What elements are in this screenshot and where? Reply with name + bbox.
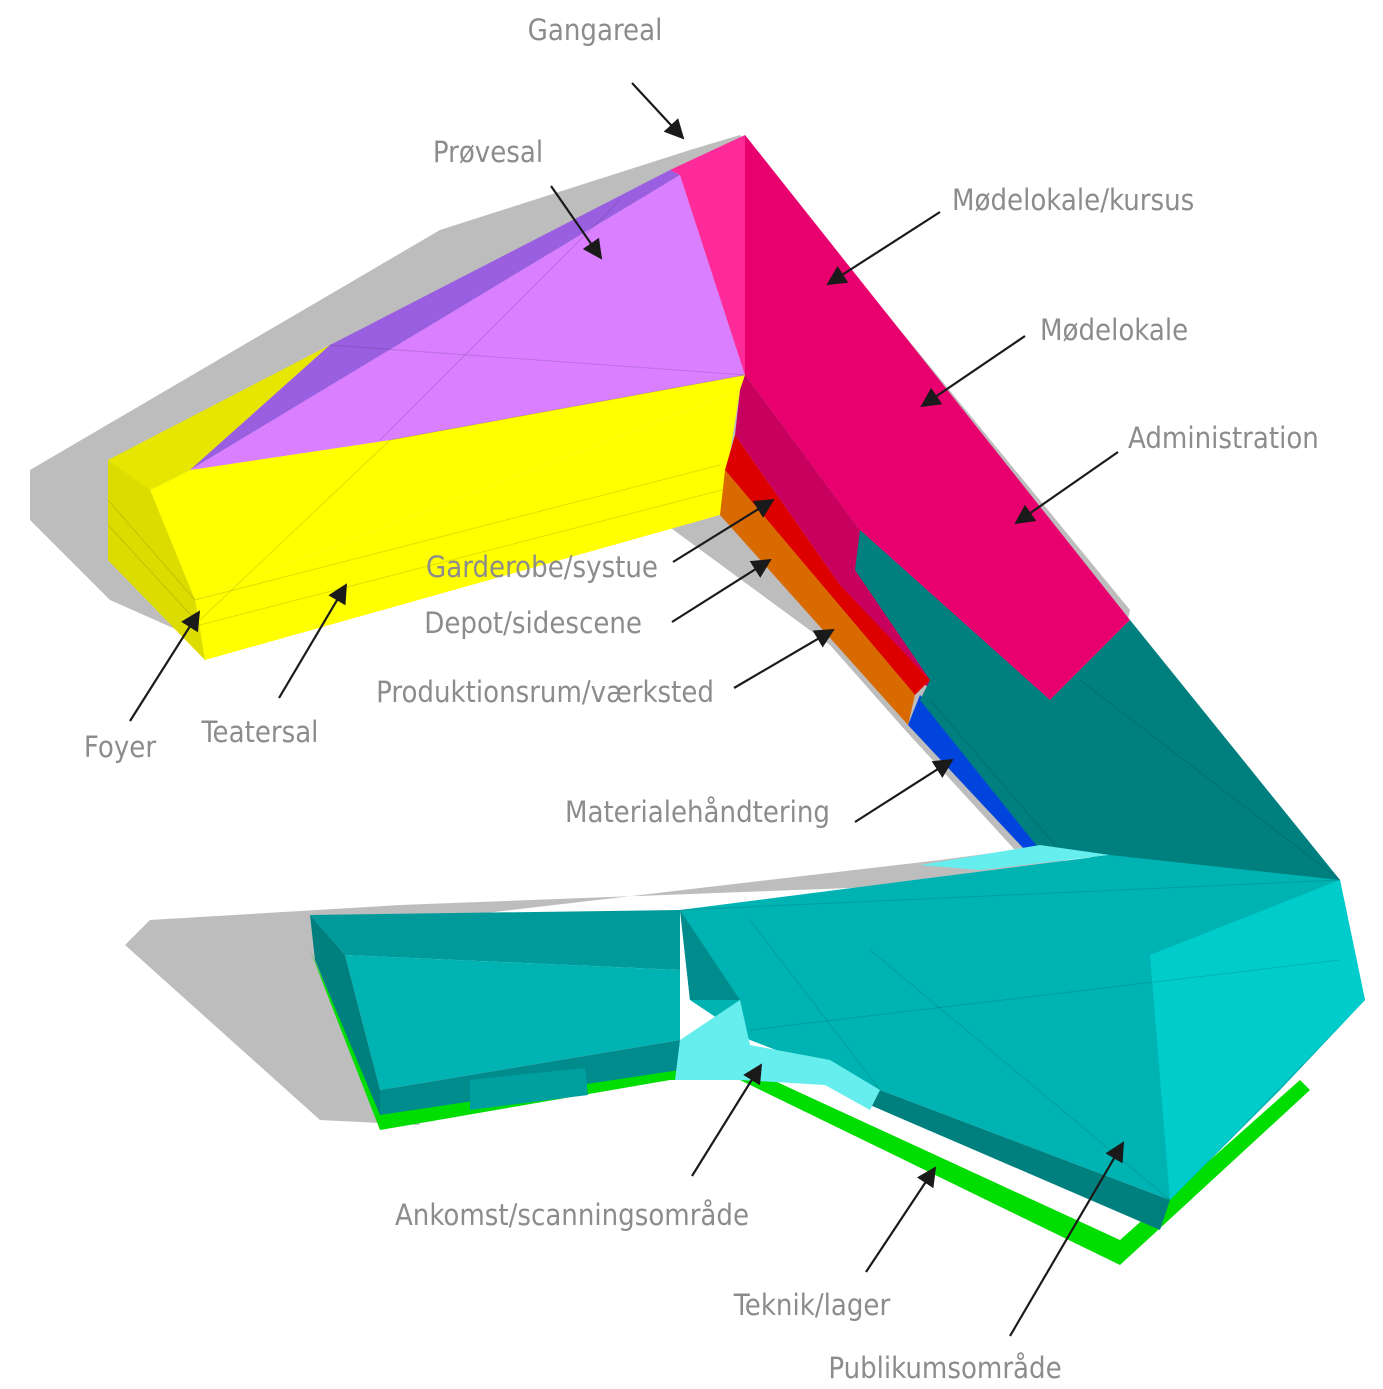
label-materiale: Materialehåndtering	[565, 795, 830, 829]
arrow-administration	[1014, 451, 1119, 525]
label-foyer: Foyer	[84, 730, 156, 764]
label-produktion: Produktionsrum/værksted	[376, 675, 714, 709]
arrow-depot	[671, 558, 772, 623]
materialehandtering-volume	[908, 695, 1040, 850]
label-gangareal: Gangareal	[528, 13, 663, 47]
label-modelokale: Mødelokale	[1040, 313, 1188, 347]
administration-volume	[855, 530, 1340, 955]
arrow-gangareal	[631, 82, 685, 140]
arrow-teknik	[865, 1166, 937, 1273]
arrow-garderobe	[672, 498, 775, 563]
label-depot: Depot/sidescene	[424, 606, 642, 640]
label-modelokale-kursus: Mødelokale/kursus	[952, 183, 1194, 217]
depot-volume	[720, 470, 915, 725]
ankomst-strip	[920, 845, 1110, 870]
arrow-foyer	[129, 610, 201, 722]
arrow-teatersal	[278, 583, 348, 699]
garderobe-volume	[725, 435, 930, 695]
label-provesal: Prøvesal	[433, 135, 543, 169]
label-teknik: Teknik/lager	[733, 1288, 891, 1322]
provesal-side	[190, 170, 680, 470]
label-publikum: Publikumsområde	[828, 1351, 1061, 1385]
arrow-modelokale-kursus	[826, 211, 941, 286]
gangareal-volume	[670, 135, 745, 375]
publikum-box-front	[345, 955, 680, 1090]
arrow-provesal	[550, 185, 603, 260]
arrow-ankomst	[691, 1063, 763, 1177]
label-teatersal: Teatersal	[201, 715, 319, 749]
ankomst-glass	[675, 1000, 880, 1110]
arrow-publikum	[1009, 1141, 1125, 1337]
publikum-box-top	[310, 910, 680, 970]
arrow-modelokale	[920, 335, 1026, 408]
teatersal-top	[150, 375, 745, 600]
lower-wing	[310, 845, 1365, 1265]
ankomst-bump	[470, 1068, 588, 1110]
label-administration: Administration	[1128, 421, 1319, 455]
teknik-base	[310, 950, 1310, 1265]
arrow-materiale	[854, 758, 954, 823]
upper-wing	[107, 170, 746, 660]
provesal-volume	[190, 175, 745, 470]
label-garderobe: Garderobe/systue	[426, 550, 658, 584]
label-ankomst: Ankomst/scanningsområde	[395, 1198, 749, 1232]
arrow-produktion	[733, 628, 835, 689]
labels: Gangareal Prøvesal Mødelokale/kursus Mød…	[84, 13, 1319, 1385]
leader-arrows	[129, 82, 1125, 1337]
